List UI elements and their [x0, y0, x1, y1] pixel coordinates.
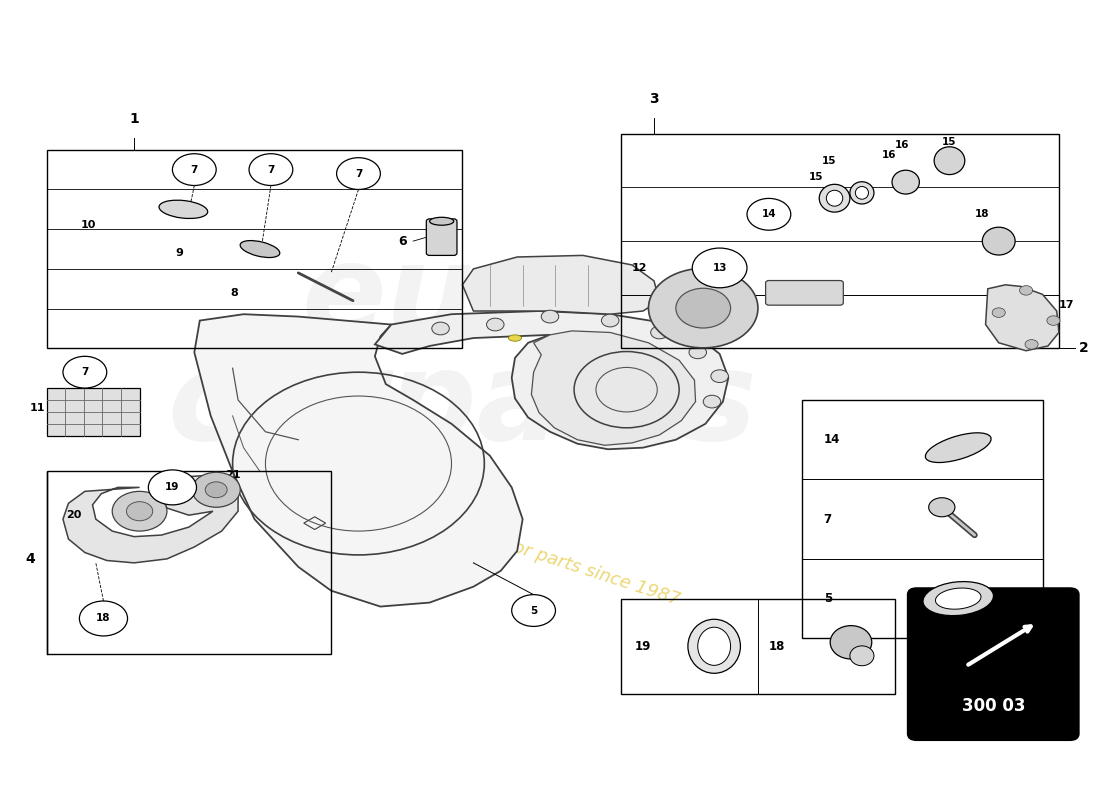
Circle shape — [337, 158, 381, 190]
Circle shape — [649, 269, 758, 348]
Ellipse shape — [923, 582, 993, 616]
Text: a passion for parts since 1987: a passion for parts since 1987 — [418, 508, 682, 610]
Circle shape — [126, 502, 153, 521]
FancyBboxPatch shape — [908, 588, 1079, 740]
Ellipse shape — [508, 335, 521, 342]
Circle shape — [602, 314, 619, 327]
Bar — [46, 388, 140, 436]
FancyBboxPatch shape — [427, 219, 456, 255]
Ellipse shape — [934, 146, 965, 174]
Polygon shape — [462, 255, 659, 314]
Text: 9: 9 — [176, 248, 184, 258]
Text: 18: 18 — [975, 210, 990, 219]
Text: 21: 21 — [224, 470, 241, 481]
Circle shape — [486, 318, 504, 331]
Text: 14: 14 — [761, 210, 777, 219]
Text: 15: 15 — [822, 156, 836, 166]
Circle shape — [63, 356, 107, 388]
Ellipse shape — [935, 588, 981, 609]
Polygon shape — [375, 311, 728, 450]
Circle shape — [689, 346, 706, 358]
Circle shape — [675, 288, 730, 328]
Text: 4: 4 — [25, 552, 35, 566]
Ellipse shape — [688, 619, 740, 674]
Text: 10: 10 — [80, 220, 96, 230]
Polygon shape — [195, 314, 522, 606]
Bar — [802, 400, 1043, 638]
Circle shape — [79, 601, 128, 636]
Ellipse shape — [856, 186, 869, 199]
Text: 2: 2 — [1079, 342, 1089, 355]
Text: 11: 11 — [30, 403, 45, 413]
Circle shape — [432, 322, 449, 335]
Bar — [46, 471, 331, 654]
Circle shape — [1025, 340, 1038, 349]
Circle shape — [192, 472, 240, 507]
Circle shape — [928, 498, 955, 517]
Text: 3: 3 — [649, 92, 659, 106]
Ellipse shape — [982, 227, 1015, 255]
Text: 14: 14 — [824, 434, 840, 446]
Ellipse shape — [826, 190, 843, 206]
Circle shape — [249, 154, 293, 186]
Ellipse shape — [830, 626, 872, 659]
Circle shape — [1020, 286, 1033, 295]
Text: 12: 12 — [632, 263, 648, 273]
Text: 5: 5 — [824, 592, 832, 605]
Ellipse shape — [240, 241, 279, 258]
Circle shape — [992, 308, 1005, 318]
Polygon shape — [63, 475, 238, 563]
Text: 13: 13 — [713, 263, 727, 273]
Text: 6: 6 — [398, 234, 407, 248]
Text: 17: 17 — [1059, 300, 1075, 310]
Circle shape — [1047, 316, 1060, 326]
Text: 7: 7 — [355, 169, 362, 178]
Circle shape — [703, 395, 720, 408]
Bar — [621, 134, 1059, 348]
Circle shape — [148, 470, 197, 505]
Circle shape — [512, 594, 556, 626]
Text: 18: 18 — [769, 640, 785, 653]
Circle shape — [541, 310, 559, 323]
Text: 15: 15 — [808, 172, 823, 182]
Polygon shape — [986, 285, 1059, 350]
Ellipse shape — [850, 182, 875, 204]
Ellipse shape — [430, 218, 453, 226]
Bar — [621, 598, 894, 694]
Text: 18: 18 — [96, 614, 111, 623]
Text: 16: 16 — [882, 150, 896, 160]
Circle shape — [711, 370, 728, 382]
Text: 7: 7 — [190, 165, 198, 174]
Polygon shape — [531, 331, 695, 446]
Circle shape — [112, 491, 167, 531]
Text: euro
carparts: euro carparts — [167, 238, 757, 466]
FancyBboxPatch shape — [766, 281, 844, 305]
Ellipse shape — [850, 646, 875, 666]
Circle shape — [692, 248, 747, 288]
Text: 7: 7 — [824, 513, 832, 526]
Text: 8: 8 — [230, 288, 238, 298]
Text: 300 03: 300 03 — [961, 697, 1025, 715]
Text: 5: 5 — [530, 606, 537, 615]
Ellipse shape — [160, 200, 208, 218]
Circle shape — [747, 198, 791, 230]
Bar — [46, 150, 462, 348]
Circle shape — [206, 482, 227, 498]
Text: 1: 1 — [129, 112, 139, 126]
Text: 20: 20 — [66, 510, 81, 520]
Text: 16: 16 — [895, 139, 910, 150]
Ellipse shape — [820, 184, 850, 212]
Text: 7: 7 — [81, 367, 88, 377]
Text: 19: 19 — [635, 640, 650, 653]
Text: 19: 19 — [165, 482, 179, 492]
Ellipse shape — [892, 170, 920, 194]
Ellipse shape — [697, 627, 730, 666]
Circle shape — [651, 326, 668, 339]
Text: 7: 7 — [267, 165, 275, 174]
Text: 15: 15 — [943, 137, 957, 147]
Circle shape — [173, 154, 217, 186]
Ellipse shape — [925, 433, 991, 462]
